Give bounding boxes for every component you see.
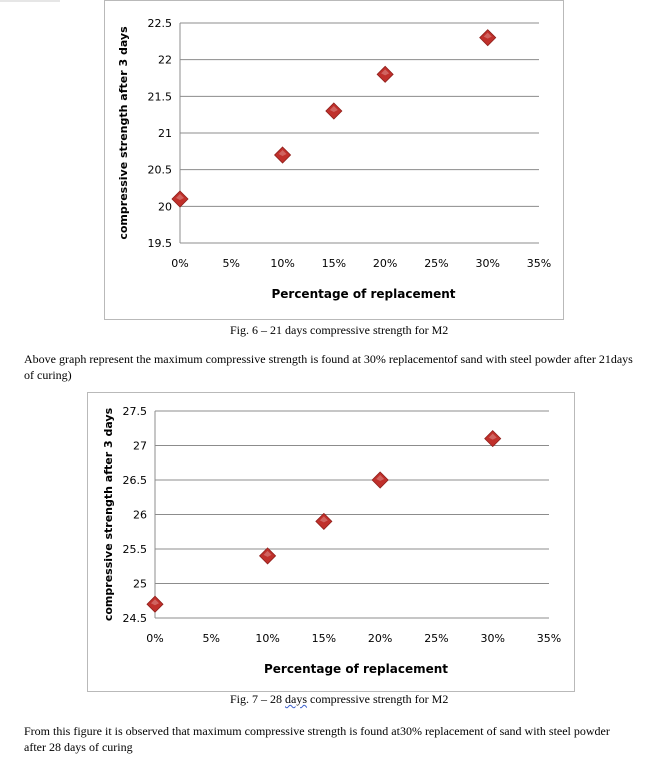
chart-1-x-tick-label: 30% bbox=[475, 257, 499, 270]
chart-2-y-tick-label: 24.5 bbox=[123, 612, 148, 625]
chart-2-y-tick-label: 27 bbox=[133, 440, 147, 453]
figure-caption-7-days: days bbox=[285, 692, 308, 706]
chart-2-x-tick-label: 30% bbox=[480, 632, 504, 645]
chart-1-x-tick-label: 25% bbox=[424, 257, 448, 270]
chart-fig6: 19.5 20 20.5 21 21.5 22 22.5 0% 5% 10% 15% 20% 25% 30… bbox=[104, 0, 564, 320]
paragraph-fig6-description: Above graph represent the maximum compre… bbox=[24, 352, 633, 382]
chart-2-data-point-highlight bbox=[263, 550, 272, 557]
chart-2-x-tick-label: 10% bbox=[255, 632, 279, 645]
chart-1-y-tick-label: 20.5 bbox=[148, 164, 173, 177]
chart-1-y-tick-label: 22 bbox=[158, 54, 172, 67]
chart-2-x-tick-label: 0% bbox=[146, 632, 163, 645]
chart-1-data-point-highlight bbox=[278, 150, 287, 156]
chart-1-x-tick-label: 20% bbox=[373, 257, 397, 270]
chart-2-data-point bbox=[484, 430, 502, 448]
figure-caption-7: Fig. 7 – 28 days compressive strength fo… bbox=[230, 692, 448, 707]
chart-2-data-point-highlight bbox=[319, 516, 328, 523]
chart-1-data-point-highlight bbox=[329, 106, 338, 112]
figure-caption-6: Fig. 6 – 21 days compressive strength fo… bbox=[230, 323, 449, 337]
chart-2-data-point bbox=[371, 471, 389, 489]
chart-2-y-axis-title: compressive strength after 3 days bbox=[102, 407, 115, 621]
chart-2-y-tick-label: 25.5 bbox=[123, 543, 148, 556]
chart-2-data-point-highlight bbox=[376, 475, 385, 481]
chart-2-x-tick-label: 20% bbox=[368, 632, 392, 645]
chart-2-x-tick-label: 5% bbox=[203, 632, 220, 645]
chart-1-y-tick-label: 22.5 bbox=[148, 17, 173, 30]
chart-1-data-point bbox=[325, 102, 343, 120]
chart-2-x-tick-label: 35% bbox=[537, 632, 561, 645]
chart-1-x-tick-label: 10% bbox=[270, 257, 294, 270]
chart-1-x-tick-label: 5% bbox=[223, 257, 240, 270]
chart-1-y-tick-label: 21 bbox=[158, 127, 172, 140]
chart-fig7: 24.5 25 25.5 26 26.5 27 27.5 0% 5% 10% 15% 20% 25% 30… bbox=[87, 392, 575, 692]
paragraph-fig7-description: From this figure it is observed that max… bbox=[24, 724, 610, 754]
chart-1-y-tick-label: 20 bbox=[158, 200, 172, 213]
chart-2-x-axis-title: Percentage of replacement bbox=[264, 662, 448, 676]
chart-1-x-tick-label: 35% bbox=[527, 257, 551, 270]
chart-1-data-point bbox=[171, 190, 189, 208]
chart-2-data-point-highlight bbox=[488, 433, 497, 440]
chart-2-data-point bbox=[315, 512, 333, 530]
chart-1-data-point-highlight bbox=[381, 69, 390, 76]
chart-1-data-point bbox=[274, 146, 292, 164]
chart-1-y-tick-label: 19.5 bbox=[148, 237, 173, 250]
figure-caption-7-prefix: Fig. 7 – 28 bbox=[230, 692, 286, 706]
chart-1-data-point-highlight bbox=[483, 32, 492, 39]
figure-caption-7-suffix: compressive strength for M2 bbox=[307, 692, 449, 706]
chart-2-y-tick-label: 27.5 bbox=[123, 405, 148, 418]
chart-1-data-point-highlight bbox=[176, 194, 184, 200]
chart-2-y-tick-label: 25 bbox=[133, 578, 147, 591]
chart-2-x-tick-label: 25% bbox=[424, 632, 448, 645]
chart-fig6-svg: 19.5 20 20.5 21 21.5 22 22.5 0% 5% 10% 15% 20% 25% 30… bbox=[117, 17, 551, 301]
chart-1-x-tick-label: 0% bbox=[171, 257, 188, 270]
chart-2-data-point bbox=[146, 595, 164, 613]
chart-2-data-point-highlight bbox=[151, 599, 159, 606]
page-edge-mark bbox=[0, 0, 60, 2]
chart-1-y-axis-title: compressive strength after 3 days bbox=[117, 26, 130, 240]
chart-1-y-tick-label: 21.5 bbox=[148, 90, 173, 103]
chart-1-data-point bbox=[479, 29, 497, 47]
chart-fig7-svg: 24.5 25 25.5 26 26.5 27 27.5 0% 5% 10% 15% 20% 25% 30… bbox=[102, 405, 561, 676]
chart-1-x-axis-title: Percentage of replacement bbox=[271, 287, 455, 301]
chart-2-y-tick-label: 26.5 bbox=[123, 474, 148, 487]
chart-1-data-point bbox=[376, 65, 394, 83]
chart-1-x-tick-label: 15% bbox=[322, 257, 346, 270]
chart-2-x-tick-label: 15% bbox=[312, 632, 336, 645]
chart-2-data-point bbox=[259, 547, 277, 565]
chart-2-y-tick-label: 26 bbox=[133, 509, 147, 522]
